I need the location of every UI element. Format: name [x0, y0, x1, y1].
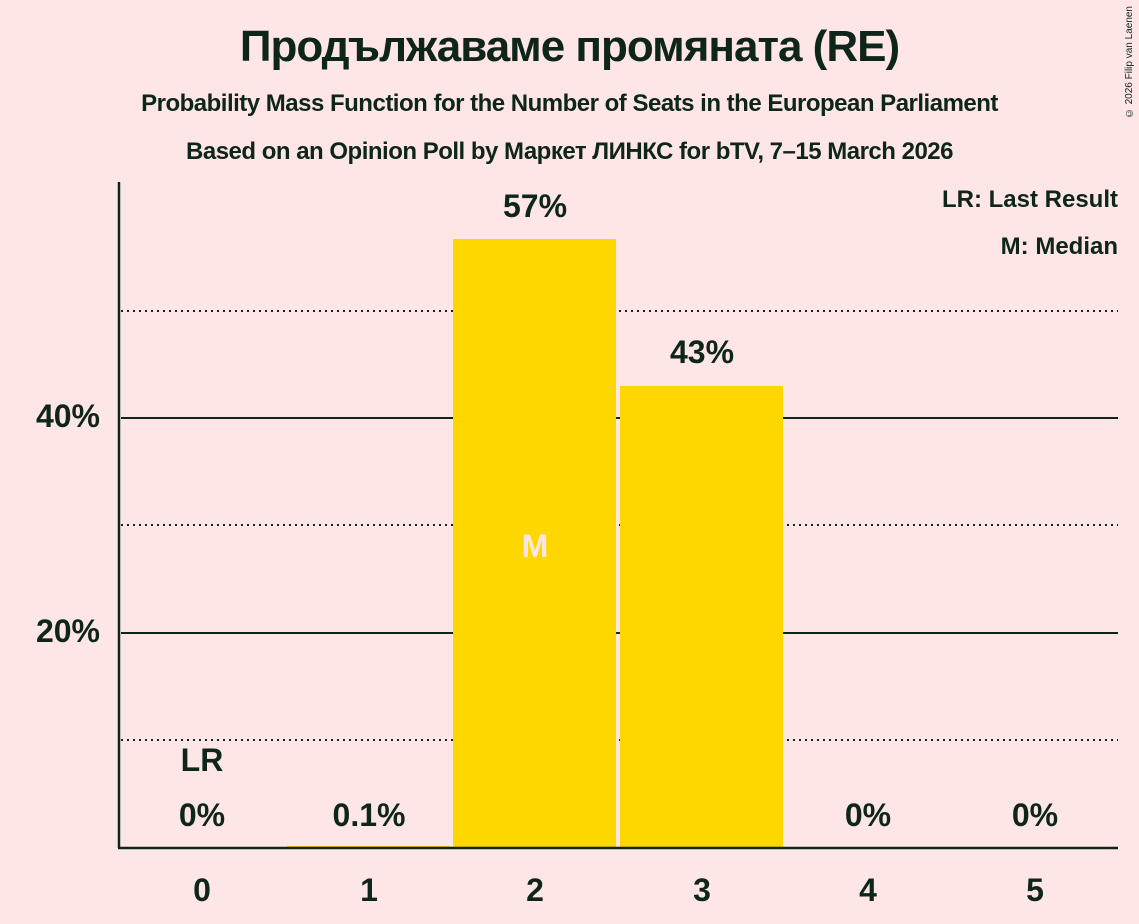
chart-title: Продължаваме промяната (RE): [239, 22, 900, 71]
x-tick-0: 0: [193, 872, 211, 908]
x-tick-2: 2: [526, 872, 544, 908]
chart-source: Based on an Opinion Poll by Маркет ЛИНКС…: [186, 138, 953, 165]
x-tick-5: 5: [1026, 872, 1044, 908]
value-label-2: 57%: [502, 188, 568, 224]
last-result-marker: LR: [180, 742, 224, 778]
major-gridlines: [121, 417, 1118, 634]
legend-median: M: Median: [1000, 233, 1118, 260]
value-label-4: 0%: [844, 797, 892, 833]
x-tick-1: 1: [360, 872, 378, 908]
value-label-0: 0%: [178, 797, 226, 833]
chart-subtitle: Probability Mass Function for the Number…: [141, 90, 998, 117]
value-label-5: 0%: [1011, 797, 1059, 833]
value-label-1: 0.1%: [332, 797, 406, 833]
value-label-3: 43%: [669, 334, 735, 370]
y-tick-20: 20%: [35, 613, 100, 649]
minor-gridlines: [121, 310, 1118, 741]
x-tick-4: 4: [859, 872, 877, 908]
bar-2-seats: [453, 239, 616, 847]
legend-last-result: LR: Last Result: [941, 186, 1118, 213]
median-marker: M: [521, 528, 549, 564]
x-tick-3: 3: [693, 872, 711, 908]
y-tick-40: 40%: [35, 398, 100, 434]
bar-3-seats: [620, 386, 783, 847]
bar-1-seats: [287, 846, 450, 847]
